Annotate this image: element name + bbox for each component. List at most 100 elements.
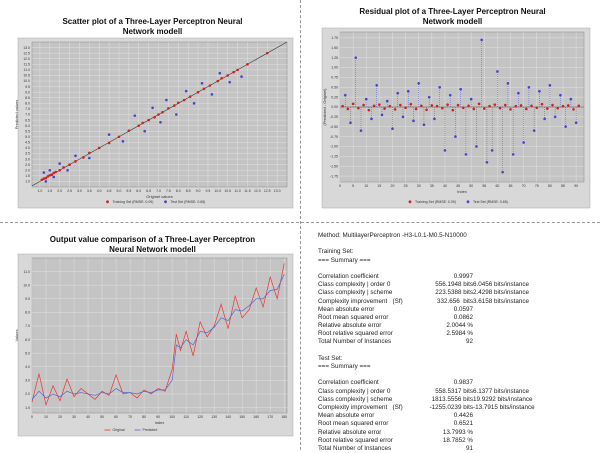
data-point [173,104,176,107]
test-rows: Correlation coefficient 0.9837 Class compl… [318,379,588,453]
y-tick-label: 2.5 [25,163,30,167]
chart-title: Neural Network modell [109,245,196,254]
data-point [548,83,552,87]
x-tick-label: 0 [31,415,33,419]
y-tick-label: 7.5 [25,107,30,111]
data-point [543,117,546,121]
data-point [54,170,58,174]
y-tick-label: 4.0 [25,365,30,369]
data-point [391,127,394,131]
y-tick-label: 9.5 [25,85,30,89]
data-point [188,95,192,98]
row-label: Class complexity | scheme [318,395,393,403]
row-label: Complexity improvement (Sf) [318,297,403,305]
data-point [467,104,470,108]
data-point [406,89,410,93]
data-point [88,151,91,155]
data-point [564,125,567,129]
data-point [370,117,373,121]
x-tick-label: 8.0 [176,189,181,193]
y-tick-label: 6.0 [25,338,30,342]
data-point [52,175,56,179]
x-tick-label: 20 [391,184,395,188]
x-tick-label: 11.5 [244,189,251,193]
data-point [535,106,539,110]
data-point [351,102,355,106]
data-point [409,102,413,106]
data-point [66,168,69,172]
y-tick-label: 5.0 [25,351,30,355]
row-value: 0.0597 [453,305,473,313]
training-row: Mean absolute error 0.0597 [318,306,588,314]
x-tick-label: 90 [574,184,578,188]
data-point [42,177,46,180]
x-tick-label: 90 [156,415,160,419]
data-point [430,104,434,107]
x-tick-label: 30 [417,184,421,188]
x-tick-label: 2.0 [57,189,62,193]
x-tick-label: 0 [339,184,341,188]
row-label: Mean absolute error [318,412,375,420]
data-point [378,103,381,106]
row-value: 556.1948 bits [435,281,473,289]
data-point [503,103,507,107]
chart-title: Output value comparison of a Three-Layer… [50,235,255,244]
data-point [137,124,141,127]
data-point [346,107,350,111]
data-point [556,106,560,110]
y-axis-label: Predicted values [14,100,19,130]
x-tick-label: 80 [142,415,146,419]
row-label: Class complexity | order 0 [318,387,391,395]
data-point [62,166,65,169]
data-point [464,153,468,156]
data-point [404,106,407,110]
y-tick-label: 1.25 [331,56,338,60]
data-point [496,70,499,73]
data-point [412,119,415,123]
data-point [569,97,573,101]
y-tick-label: -1.75 [330,174,338,178]
x-tick-label: 3.5 [87,189,92,193]
training-subheading: === Summary === [318,256,371,264]
y-tick-label: 0.75 [331,76,338,80]
x-tick-label: 10.5 [224,189,231,193]
x-tick-label: 60 [495,184,499,188]
data-point [572,108,575,111]
data-point [427,95,431,99]
row-value: 223.5388 bits [435,289,473,297]
data-point [425,108,428,112]
x-axis-label: Index [155,420,165,425]
row-label: Root relative squared error [318,436,393,444]
legend-swatch [106,200,109,204]
data-point [448,93,452,97]
legend-entry: Training Set (RMSE: 0.09) [415,200,456,204]
summary-text: Method: MultilayerPerceptron -H3-L0.1-M0… [318,232,588,453]
data-point [545,107,549,110]
x-tick-label: 1.5 [47,189,52,193]
row-value-per-instance: 19.9292 bits/instance [473,395,533,403]
x-tick-label: 30 [72,415,76,419]
data-point [493,103,497,106]
x-tick-label: 80 [548,184,552,188]
data-point [52,171,56,175]
data-point [422,123,426,127]
x-tick-label: 6.5 [146,189,151,193]
data-point [435,104,439,108]
y-tick-label: 12.0 [23,57,30,61]
x-tick-label: 1.0 [37,189,42,193]
data-point [341,104,344,108]
training-row: Class complexity | order 0 556.1948 bits6… [318,281,588,289]
x-tick-label: 110 [183,415,189,419]
data-point [540,102,544,106]
data-point [522,141,525,144]
test-row: Root relative squared error 18.7852 % [318,437,588,445]
y-tick-label: 8.0 [25,102,30,106]
y-tick-label: 1.5 [25,174,30,178]
row-value: 332.656 bits [436,297,473,305]
data-point [559,93,562,97]
x-tick-label: 180 [281,415,287,419]
data-point [357,106,360,110]
y-tick-label: 4.5 [25,141,30,145]
row-value: 558.5317 bits [435,387,473,395]
row-value-per-instance: -13.7915 bits/instance [473,403,535,411]
